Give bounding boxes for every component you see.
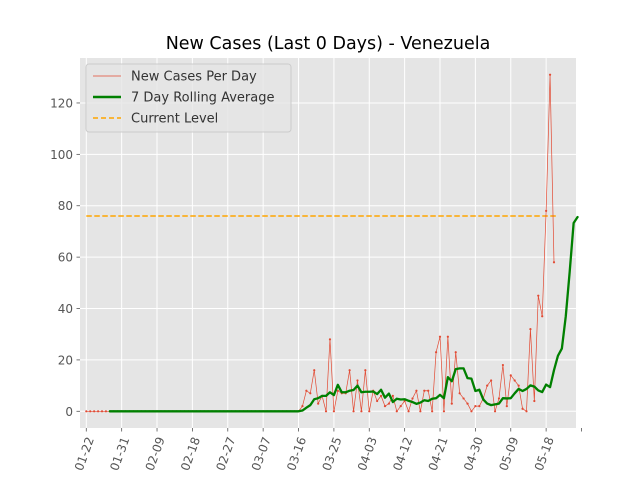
new-cases-point (501, 363, 504, 367)
new-cases-point (552, 261, 556, 264)
new-cases-point (376, 399, 379, 403)
new-cases-point (383, 405, 387, 408)
grid (80, 58, 583, 428)
new-cases-point (387, 402, 391, 405)
new-cases-point (348, 369, 351, 372)
new-cases-point (317, 402, 320, 405)
new-cases-point (446, 335, 449, 338)
new-cases-point (541, 315, 544, 318)
new-cases-point (454, 351, 457, 354)
new-cases-point (470, 410, 473, 413)
new-cases-point (100, 410, 104, 413)
y-tick-label: 60 (58, 251, 73, 265)
new-cases-point (324, 410, 328, 413)
new-cases-point (96, 410, 100, 413)
new-cases-point (328, 338, 332, 341)
legend-label-current-level: Current Level (131, 112, 218, 127)
new-cases-point (332, 410, 335, 413)
new-cases-point (379, 394, 383, 397)
new-cases-point (458, 392, 461, 395)
new-cases-point (415, 389, 418, 392)
new-cases-point (301, 405, 304, 408)
new-cases-point (395, 410, 398, 413)
rolling-average-line (108, 215, 579, 413)
y-tick-label: 40 (58, 302, 73, 316)
new-cases-point (442, 410, 446, 413)
new-cases-point (521, 407, 524, 410)
new-cases-point (431, 410, 434, 413)
new-cases-point (438, 335, 442, 338)
new-cases-point (490, 379, 493, 382)
new-cases-point (427, 389, 430, 392)
new-cases-point (364, 369, 367, 372)
new-cases-point (423, 389, 426, 392)
new-cases-point (309, 392, 312, 395)
y-tick-label: 100 (50, 148, 73, 162)
legend-label-rolling-average: 7 Day Rolling Average (131, 91, 274, 106)
new-cases-point (509, 374, 512, 377)
new-cases-point (352, 410, 355, 413)
new-cases-point (356, 379, 359, 382)
chart-title: New Cases (Last 0 Days) - Venezuela (166, 34, 491, 54)
new-cases-point (533, 399, 536, 403)
new-cases-point (545, 209, 548, 212)
legend: New Cases Per Day 7 Day Rolling Average … (85, 63, 292, 133)
new-cases-point (466, 402, 469, 405)
new-cases-point (336, 389, 339, 392)
series-layer (85, 73, 579, 413)
new-cases-point (313, 369, 316, 372)
new-cases-point (497, 397, 501, 400)
new-cases-point (104, 410, 108, 413)
legend-entry-new-cases: New Cases Per Day (93, 70, 257, 85)
new-cases-point (419, 410, 422, 413)
new-cases-point (391, 394, 394, 397)
new-cases-point (505, 405, 508, 408)
new-cases-point (486, 384, 489, 387)
legend-box (85, 63, 292, 133)
new-cases-point (89, 410, 92, 413)
new-cases-point (474, 405, 477, 408)
new-cases-point (517, 384, 520, 387)
new-cases-point (525, 410, 528, 413)
legend-entry-current-level: Current Level (93, 112, 218, 127)
new-cases-point (411, 397, 414, 400)
new-cases-point (450, 402, 453, 405)
new-cases-point (399, 405, 402, 408)
legend-label-new-cases: New Cases Per Day (131, 70, 257, 85)
new-cases-point (478, 405, 481, 408)
new-cases-point (360, 410, 363, 413)
y-tick-label: 120 (50, 96, 73, 110)
new-cases-point (368, 410, 371, 413)
new-cases-point (93, 410, 96, 413)
new-cases-point (529, 327, 532, 331)
new-cases-point (513, 379, 516, 382)
y-axis: 0 20 40 60 80 100 120 (50, 96, 80, 419)
y-tick-label: 80 (58, 199, 73, 213)
new-cases-point (493, 410, 497, 413)
new-cases-point (462, 397, 465, 400)
legend-entry-rolling-average: 7 Day Rolling Average (93, 91, 274, 106)
new-cases-point (305, 389, 308, 392)
new-cases-point (85, 410, 88, 413)
new-cases-point (537, 294, 540, 297)
y-tick-label: 0 (65, 405, 73, 419)
new-cases-point (434, 351, 438, 354)
new-cases-point (548, 73, 552, 76)
new-cases-point (407, 410, 410, 413)
y-tick-label: 20 (58, 353, 73, 367)
